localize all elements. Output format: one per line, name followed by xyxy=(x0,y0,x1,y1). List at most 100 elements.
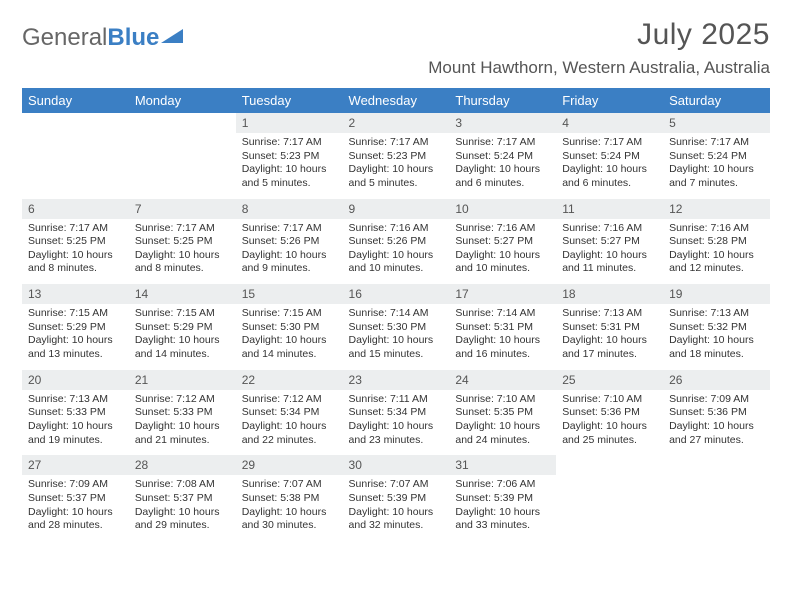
daylight-line: Daylight: 10 hours and 8 minutes. xyxy=(28,249,113,275)
daylight-line: Daylight: 10 hours and 22 minutes. xyxy=(242,420,327,446)
day-body: Sunrise: 7:12 AMSunset: 5:34 PMDaylight:… xyxy=(236,390,343,456)
daylight-line: Daylight: 10 hours and 15 minutes. xyxy=(349,334,434,360)
weekday-header: Friday xyxy=(556,88,663,113)
day-body: Sunrise: 7:15 AMSunset: 5:30 PMDaylight:… xyxy=(236,304,343,370)
sunset-line: Sunset: 5:33 PM xyxy=(135,406,213,418)
day-number: 1 xyxy=(236,113,343,133)
sunset-line: Sunset: 5:31 PM xyxy=(562,321,640,333)
calendar-cell: 26Sunrise: 7:09 AMSunset: 5:36 PMDayligh… xyxy=(663,370,770,456)
calendar-cell xyxy=(22,113,129,199)
daylight-line: Daylight: 10 hours and 10 minutes. xyxy=(349,249,434,275)
logo-triangle-icon xyxy=(161,22,183,50)
month-title: July 2025 xyxy=(428,18,770,52)
day-number: 25 xyxy=(556,370,663,390)
calendar-cell: 12Sunrise: 7:16 AMSunset: 5:28 PMDayligh… xyxy=(663,199,770,285)
location-text: Mount Hawthorn, Western Australia, Austr… xyxy=(428,58,770,78)
daylight-line: Daylight: 10 hours and 16 minutes. xyxy=(455,334,540,360)
calendar-cell: 1Sunrise: 7:17 AMSunset: 5:23 PMDaylight… xyxy=(236,113,343,199)
sunrise-line: Sunrise: 7:08 AM xyxy=(135,478,215,490)
calendar-cell: 21Sunrise: 7:12 AMSunset: 5:33 PMDayligh… xyxy=(129,370,236,456)
day-number: 20 xyxy=(22,370,129,390)
sunrise-line: Sunrise: 7:15 AM xyxy=(242,307,322,319)
daylight-line: Daylight: 10 hours and 6 minutes. xyxy=(562,163,647,189)
sunset-line: Sunset: 5:32 PM xyxy=(669,321,747,333)
sunrise-line: Sunrise: 7:15 AM xyxy=(28,307,108,319)
calendar-cell: 31Sunrise: 7:06 AMSunset: 5:39 PMDayligh… xyxy=(449,455,556,541)
sunset-line: Sunset: 5:27 PM xyxy=(562,235,640,247)
weekday-header: Wednesday xyxy=(343,88,450,113)
calendar-cell: 29Sunrise: 7:07 AMSunset: 5:38 PMDayligh… xyxy=(236,455,343,541)
calendar-cell: 11Sunrise: 7:16 AMSunset: 5:27 PMDayligh… xyxy=(556,199,663,285)
sunset-line: Sunset: 5:36 PM xyxy=(669,406,747,418)
calendar-row: 27Sunrise: 7:09 AMSunset: 5:37 PMDayligh… xyxy=(22,455,770,541)
sunset-line: Sunset: 5:25 PM xyxy=(28,235,106,247)
day-body-empty xyxy=(556,475,663,535)
day-body: Sunrise: 7:10 AMSunset: 5:35 PMDaylight:… xyxy=(449,390,556,456)
sunrise-line: Sunrise: 7:12 AM xyxy=(135,393,215,405)
calendar-cell: 6Sunrise: 7:17 AMSunset: 5:25 PMDaylight… xyxy=(22,199,129,285)
sunrise-line: Sunrise: 7:13 AM xyxy=(669,307,749,319)
day-body: Sunrise: 7:17 AMSunset: 5:26 PMDaylight:… xyxy=(236,219,343,285)
calendar-cell: 5Sunrise: 7:17 AMSunset: 5:24 PMDaylight… xyxy=(663,113,770,199)
brand-logo: GeneralBlue xyxy=(22,18,183,52)
sunset-line: Sunset: 5:39 PM xyxy=(349,492,427,504)
calendar-cell: 2Sunrise: 7:17 AMSunset: 5:23 PMDaylight… xyxy=(343,113,450,199)
calendar-cell xyxy=(129,113,236,199)
daylight-line: Daylight: 10 hours and 10 minutes. xyxy=(455,249,540,275)
calendar-cell: 18Sunrise: 7:13 AMSunset: 5:31 PMDayligh… xyxy=(556,284,663,370)
day-body: Sunrise: 7:17 AMSunset: 5:25 PMDaylight:… xyxy=(129,219,236,285)
day-body: Sunrise: 7:15 AMSunset: 5:29 PMDaylight:… xyxy=(129,304,236,370)
day-number: 24 xyxy=(449,370,556,390)
day-number: 30 xyxy=(343,455,450,475)
sunset-line: Sunset: 5:25 PM xyxy=(135,235,213,247)
day-number: 16 xyxy=(343,284,450,304)
sunset-line: Sunset: 5:29 PM xyxy=(135,321,213,333)
sunrise-line: Sunrise: 7:13 AM xyxy=(28,393,108,405)
calendar-cell: 19Sunrise: 7:13 AMSunset: 5:32 PMDayligh… xyxy=(663,284,770,370)
sunset-line: Sunset: 5:38 PM xyxy=(242,492,320,504)
sunset-line: Sunset: 5:27 PM xyxy=(455,235,533,247)
calendar-cell: 10Sunrise: 7:16 AMSunset: 5:27 PMDayligh… xyxy=(449,199,556,285)
day-body: Sunrise: 7:16 AMSunset: 5:26 PMDaylight:… xyxy=(343,219,450,285)
day-body: Sunrise: 7:06 AMSunset: 5:39 PMDaylight:… xyxy=(449,475,556,541)
day-number: 14 xyxy=(129,284,236,304)
daylight-line: Daylight: 10 hours and 19 minutes. xyxy=(28,420,113,446)
daylight-line: Daylight: 10 hours and 23 minutes. xyxy=(349,420,434,446)
sunset-line: Sunset: 5:24 PM xyxy=(669,150,747,162)
day-number: 11 xyxy=(556,199,663,219)
calendar-cell: 4Sunrise: 7:17 AMSunset: 5:24 PMDaylight… xyxy=(556,113,663,199)
daylight-line: Daylight: 10 hours and 9 minutes. xyxy=(242,249,327,275)
calendar-cell: 3Sunrise: 7:17 AMSunset: 5:24 PMDaylight… xyxy=(449,113,556,199)
sunset-line: Sunset: 5:37 PM xyxy=(28,492,106,504)
calendar-cell: 27Sunrise: 7:09 AMSunset: 5:37 PMDayligh… xyxy=(22,455,129,541)
day-body: Sunrise: 7:17 AMSunset: 5:25 PMDaylight:… xyxy=(22,219,129,285)
day-number: 7 xyxy=(129,199,236,219)
calendar-cell: 17Sunrise: 7:14 AMSunset: 5:31 PMDayligh… xyxy=(449,284,556,370)
daylight-line: Daylight: 10 hours and 5 minutes. xyxy=(349,163,434,189)
sunrise-line: Sunrise: 7:15 AM xyxy=(135,307,215,319)
day-number: 19 xyxy=(663,284,770,304)
day-body-empty xyxy=(663,475,770,535)
day-number: 10 xyxy=(449,199,556,219)
weekday-row: SundayMondayTuesdayWednesdayThursdayFrid… xyxy=(22,88,770,113)
sunrise-line: Sunrise: 7:16 AM xyxy=(562,222,642,234)
sunrise-line: Sunrise: 7:16 AM xyxy=(349,222,429,234)
sunrise-line: Sunrise: 7:07 AM xyxy=(242,478,322,490)
day-number: 4 xyxy=(556,113,663,133)
day-number: 5 xyxy=(663,113,770,133)
calendar-cell: 25Sunrise: 7:10 AMSunset: 5:36 PMDayligh… xyxy=(556,370,663,456)
day-body: Sunrise: 7:17 AMSunset: 5:24 PMDaylight:… xyxy=(556,133,663,199)
day-body: Sunrise: 7:17 AMSunset: 5:24 PMDaylight:… xyxy=(449,133,556,199)
day-body: Sunrise: 7:16 AMSunset: 5:27 PMDaylight:… xyxy=(556,219,663,285)
calendar-row: 1Sunrise: 7:17 AMSunset: 5:23 PMDaylight… xyxy=(22,113,770,199)
sunrise-line: Sunrise: 7:09 AM xyxy=(669,393,749,405)
daylight-line: Daylight: 10 hours and 30 minutes. xyxy=(242,506,327,532)
daylight-line: Daylight: 10 hours and 17 minutes. xyxy=(562,334,647,360)
day-body: Sunrise: 7:07 AMSunset: 5:39 PMDaylight:… xyxy=(343,475,450,541)
calendar-cell: 15Sunrise: 7:15 AMSunset: 5:30 PMDayligh… xyxy=(236,284,343,370)
calendar-cell: 8Sunrise: 7:17 AMSunset: 5:26 PMDaylight… xyxy=(236,199,343,285)
day-body: Sunrise: 7:16 AMSunset: 5:27 PMDaylight:… xyxy=(449,219,556,285)
sunrise-line: Sunrise: 7:17 AM xyxy=(455,136,535,148)
sunrise-line: Sunrise: 7:17 AM xyxy=(242,222,322,234)
daylight-line: Daylight: 10 hours and 14 minutes. xyxy=(242,334,327,360)
